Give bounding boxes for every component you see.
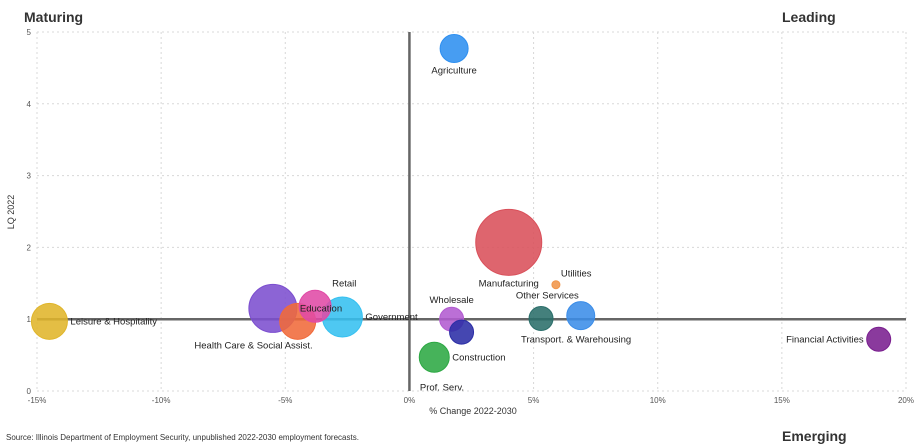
x-tick-label: 20% (898, 396, 914, 405)
y-axis-label: LQ 2022 (6, 195, 16, 230)
x-tick-label: 5% (528, 396, 540, 405)
y-tick-label: 5 (27, 28, 32, 37)
bubble-label: Government (365, 312, 418, 323)
bubble-label: Construction (452, 352, 505, 363)
bubble-point (418, 341, 450, 373)
x-tick-label: 0% (404, 396, 416, 405)
x-tick-label: -10% (152, 396, 171, 405)
quadrant-label-maturing: Maturing (24, 9, 83, 25)
x-tick-label: 10% (650, 396, 666, 405)
bubble-point (866, 326, 892, 352)
bubble-label: Prof. Serv. (420, 382, 464, 393)
y-tick-label: 0 (27, 387, 32, 396)
bubble-label: Utilities (561, 269, 592, 280)
bubble-point (551, 280, 561, 290)
bubble-labels: Agriculture Manufacturing Utilities Other S… (70, 66, 864, 394)
x-axis-label: % Change 2022-2030 (429, 406, 517, 416)
bubble-point (298, 289, 332, 323)
bubble-point (439, 34, 469, 64)
quadrant-label-emerging: Emerging (782, 428, 847, 444)
y-tick-label: 3 (27, 172, 32, 181)
bubble-point (528, 305, 554, 331)
bubble-label: Retail (332, 278, 356, 289)
y-tick-label: 1 (27, 315, 32, 324)
bubble-label: Health Care & Social Assist. (194, 340, 312, 351)
bubble-label: Leisure & Hospitality (70, 316, 157, 327)
x-tick-label: -15% (28, 396, 47, 405)
x-tick-label: 15% (774, 396, 790, 405)
x-tick-label: -5% (278, 396, 292, 405)
bubbles (30, 34, 892, 373)
bubble-label: Agriculture (431, 66, 476, 77)
y-tick-label: 4 (27, 100, 32, 109)
bubble-label: Manufacturing (479, 278, 539, 289)
bubble-point (475, 208, 543, 276)
y-ticks: 0 1 2 3 4 5 (27, 28, 32, 396)
bubble-label: Financial Activities (786, 334, 864, 345)
y-tick-label: 2 (27, 243, 32, 252)
bubble-label: Education (300, 303, 342, 314)
x-ticks: -15% -10% -5% 0% 5% 10% 15% 20% (28, 396, 914, 405)
bubble-label: Other Services (516, 291, 579, 302)
bubble-label: Wholesale (429, 295, 473, 306)
bubble-point (566, 301, 596, 331)
quadrant-label-leading: Leading (782, 9, 836, 25)
source-note: Source: Illinois Department of Employmen… (6, 433, 359, 442)
bubble-label: Transport. & Warehousing (521, 334, 631, 345)
reference-lines (37, 32, 906, 391)
bubble-point (449, 319, 475, 345)
bubble-point (30, 302, 68, 340)
